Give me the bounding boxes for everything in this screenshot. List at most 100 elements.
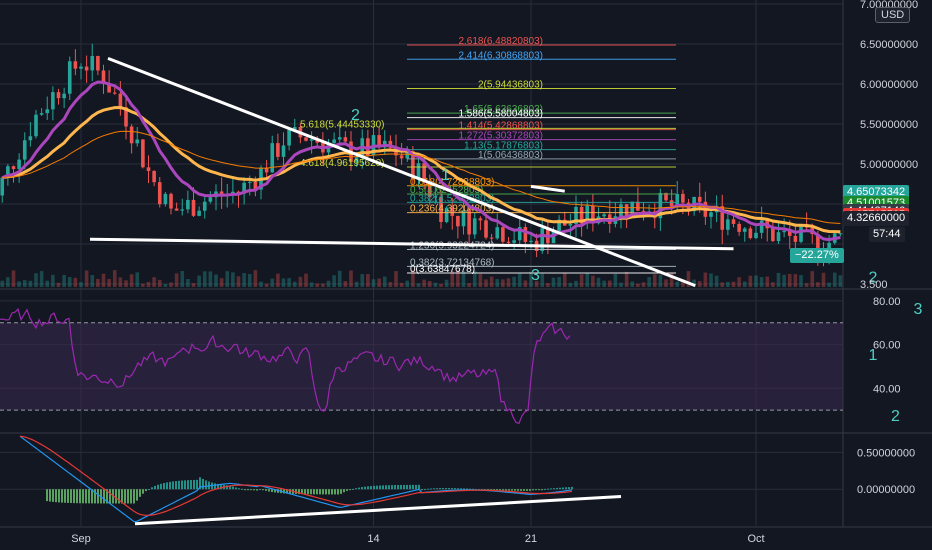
candle-body [202,201,207,211]
volume-bar [624,271,629,287]
volume-bar [495,279,500,287]
macd-histogram-bar [367,486,369,490]
macd-histogram-bar [529,489,531,491]
volume-bar [804,283,809,287]
volume-bar [478,274,483,287]
candle-body [731,219,736,224]
macd-histogram-bar [313,489,315,495]
volume-bar [236,276,241,287]
macd-histogram-bar [571,486,573,490]
macd-histogram-bar [376,485,378,490]
wave-label: 2 [869,269,878,286]
macd-histogram-bar [187,480,189,490]
macd-histogram-bar [448,488,450,490]
macd-histogram-bar [139,489,141,497]
volume-bar [354,281,359,287]
volume-bar [56,282,61,287]
volume-bar [146,281,151,287]
volume-bar [281,278,286,287]
candle-body [540,228,545,252]
wave-labels: 213345235142 [351,107,923,425]
macd-histogram-bar [163,483,165,490]
macd-histogram-bar [475,488,477,490]
volume-bar [697,281,702,287]
macd-histogram-bar [61,489,63,503]
volume-bar [737,277,741,287]
volume-bar [630,281,635,287]
macd-histogram-bar [337,489,339,495]
macd-histogram-bar [352,488,354,490]
macd-histogram-bar [430,488,432,490]
candle-body [484,220,488,238]
macd-histogram-bar [568,487,570,490]
volume-bar [264,283,269,287]
macd-histogram-bar [73,489,75,504]
macd-histogram-bar [244,489,246,491]
wave-label: 1 [869,347,878,364]
macd-histogram-bar [361,487,363,490]
candle-body [399,155,404,159]
macd-histogram-bar [67,489,69,503]
macd-histogram-bar [562,487,564,490]
volume-bar [557,277,561,287]
candle-body [112,92,117,94]
macd-histogram-bar [142,489,144,494]
volume-bar [17,281,21,287]
macd-histogram-bar [445,488,447,490]
candle-body [0,177,5,196]
macd-histogram-bar [544,488,546,490]
candle-body [709,212,713,217]
volume-bar [456,270,460,287]
fib-level-label: 0(3.63847678) [410,264,475,275]
macd-histogram-bar [55,489,57,503]
volume-bar [613,273,618,287]
volume-bar [771,282,775,287]
candle-body [163,193,168,205]
macd-histogram-bar [364,486,366,490]
volume-bar [62,274,66,287]
macd-histogram-bar [283,489,285,494]
volume-bar [67,277,72,287]
volume-bar [759,276,764,287]
macd-histogram-bar [253,489,255,491]
macd-histogram-bar [115,489,117,504]
macd-histogram-bar [193,479,195,490]
macd-histogram-bar [412,484,414,490]
volume-bar [529,271,533,287]
candle-body [489,237,494,239]
macd-histogram-bar [64,489,66,503]
macd-histogram-bar [265,489,267,491]
macd-histogram-bar [454,488,456,490]
candle-body [636,201,640,211]
candle-body [39,113,44,115]
price-tag: 4.32660000 [843,210,910,226]
trendlines[interactable] [89,57,734,526]
candle-body [517,227,522,241]
macd-histogram-bar [514,489,516,491]
percent-change-tag: −22.27% [790,248,844,263]
macd-histogram-bar [520,489,522,491]
volume-bar [523,280,528,287]
volume-bar [124,280,128,287]
currency-button[interactable]: USD [875,7,911,23]
macd-histogram-bar [199,477,201,490]
candle-body [309,139,314,141]
volume-bar [534,280,539,287]
volume-bar [214,274,218,287]
volume-bar [450,271,455,287]
volume-bar [731,281,736,287]
macd-histogram-bar [346,489,348,491]
volume-bar [259,281,263,287]
macd-histogram-bar [403,484,405,490]
volume-bar [309,282,314,287]
candle-body [641,210,646,212]
volume-bar [641,282,646,287]
macd-histogram-bar [148,489,150,491]
macd-histogram-bar [436,488,438,490]
macd-histogram-bar [370,486,372,490]
volume-bar [315,283,320,287]
candle-body [146,167,151,171]
volume-bar [832,272,837,287]
candle-body [602,214,606,217]
